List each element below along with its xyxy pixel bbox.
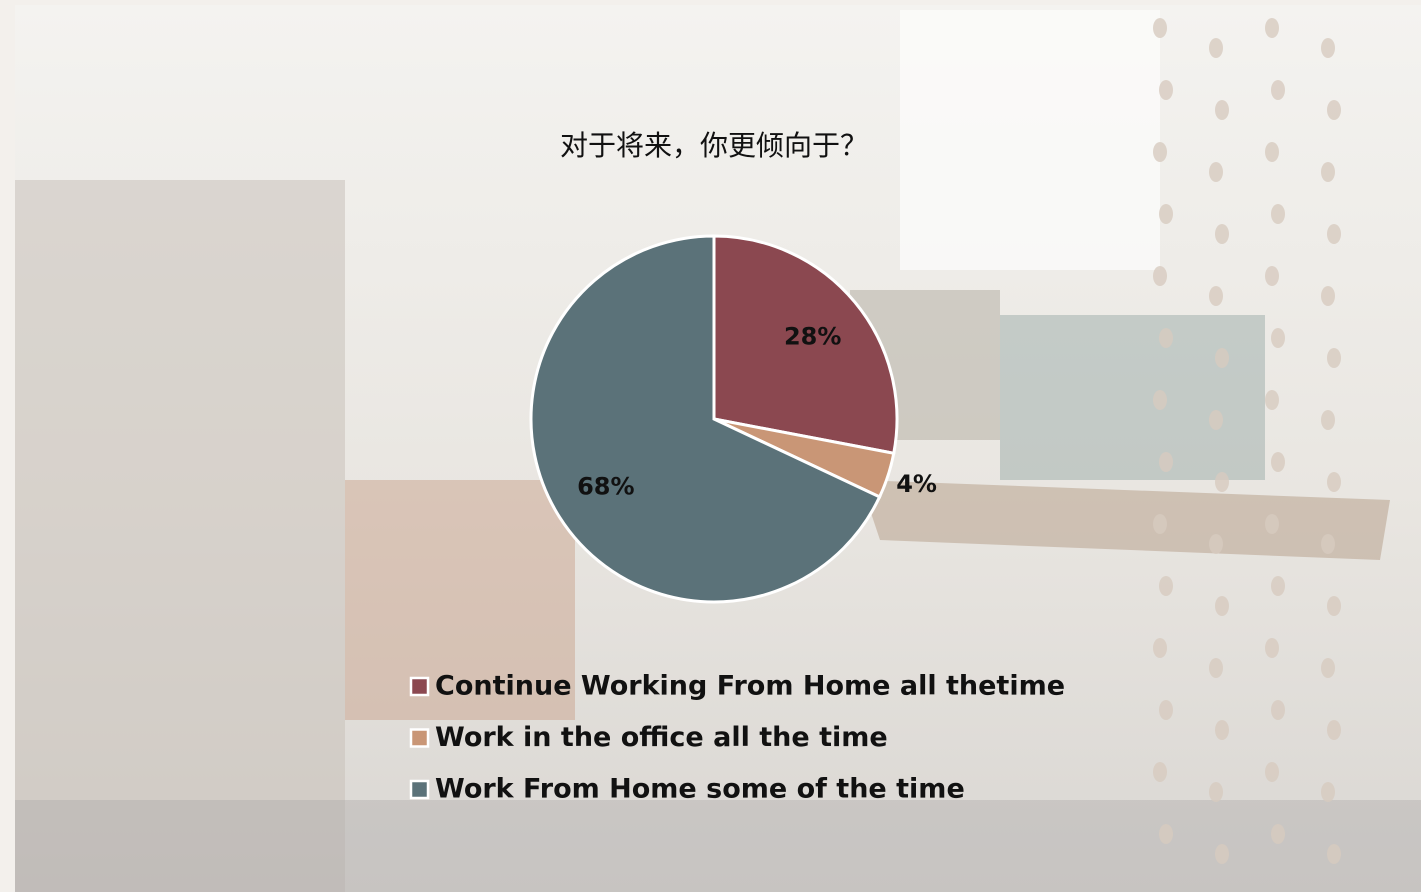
dot	[1215, 844, 1229, 864]
dot	[1271, 576, 1285, 596]
dot	[1271, 452, 1285, 472]
dot	[1327, 472, 1341, 492]
legend-swatch	[409, 779, 430, 800]
dot	[1209, 162, 1223, 182]
dot	[1271, 204, 1285, 224]
window	[900, 10, 1160, 270]
dot	[1271, 80, 1285, 100]
dot	[1209, 38, 1223, 58]
desk	[860, 480, 1390, 560]
dot	[1321, 286, 1335, 306]
dot	[1265, 266, 1279, 286]
dot	[1327, 844, 1341, 864]
legend-label: Work From Home some of the time	[435, 774, 965, 805]
dot	[1271, 328, 1285, 348]
dot	[1321, 534, 1335, 554]
dot	[1153, 762, 1167, 782]
dot	[1215, 596, 1229, 616]
pie: 28% 4% 68%	[529, 234, 937, 604]
dot	[1209, 534, 1223, 554]
dot	[1159, 452, 1173, 472]
dot	[1159, 204, 1173, 224]
dot	[1271, 700, 1285, 720]
dot	[1159, 576, 1173, 596]
dot	[1209, 782, 1223, 802]
monitor	[1000, 315, 1265, 480]
floor	[15, 800, 1421, 892]
dot	[1209, 286, 1223, 306]
dot	[1265, 390, 1279, 410]
dot	[1321, 410, 1335, 430]
value-label: 68%	[577, 473, 634, 501]
dot	[1327, 720, 1341, 740]
chart-title: 对于将来，你更倾向于？	[560, 129, 868, 162]
dot	[1265, 18, 1279, 38]
value-label: 4%	[896, 470, 937, 498]
dot	[1265, 514, 1279, 534]
dot	[1215, 100, 1229, 120]
dot	[1265, 762, 1279, 782]
dot	[1327, 100, 1341, 120]
bag	[345, 480, 575, 720]
dot	[1321, 162, 1335, 182]
dot	[1153, 266, 1167, 286]
dot	[1321, 782, 1335, 802]
dot	[1153, 142, 1167, 162]
dot	[1327, 596, 1341, 616]
legend-label: Continue Working From Home all thetime	[435, 671, 1065, 702]
dot	[1159, 328, 1173, 348]
dot	[1215, 224, 1229, 244]
shelf	[15, 180, 345, 892]
dot	[1153, 390, 1167, 410]
dot	[1321, 658, 1335, 678]
legend-label: Work in the office all the time	[435, 722, 888, 753]
dot	[1327, 224, 1341, 244]
dot	[1327, 348, 1341, 368]
dot	[1153, 514, 1167, 534]
pie-slice	[712, 234, 899, 456]
dot	[1271, 824, 1285, 844]
dot	[1153, 18, 1167, 38]
dot	[1159, 700, 1173, 720]
dot	[1321, 38, 1335, 58]
dot	[1159, 824, 1173, 844]
dot	[1265, 638, 1279, 658]
dots	[1153, 18, 1341, 864]
dot	[1159, 80, 1173, 100]
legend-swatch	[409, 728, 430, 748]
dot	[1215, 472, 1229, 492]
legend: Continue Working From Home all thetime Wo…	[409, 671, 1065, 805]
pie-slice	[529, 234, 882, 604]
dot	[1265, 142, 1279, 162]
dot	[1209, 658, 1223, 678]
legend-swatch	[409, 676, 430, 697]
dot	[1215, 720, 1229, 740]
dot	[1209, 410, 1223, 430]
dot	[1153, 638, 1167, 658]
value-label: 28%	[784, 322, 841, 350]
dot	[1215, 348, 1229, 368]
